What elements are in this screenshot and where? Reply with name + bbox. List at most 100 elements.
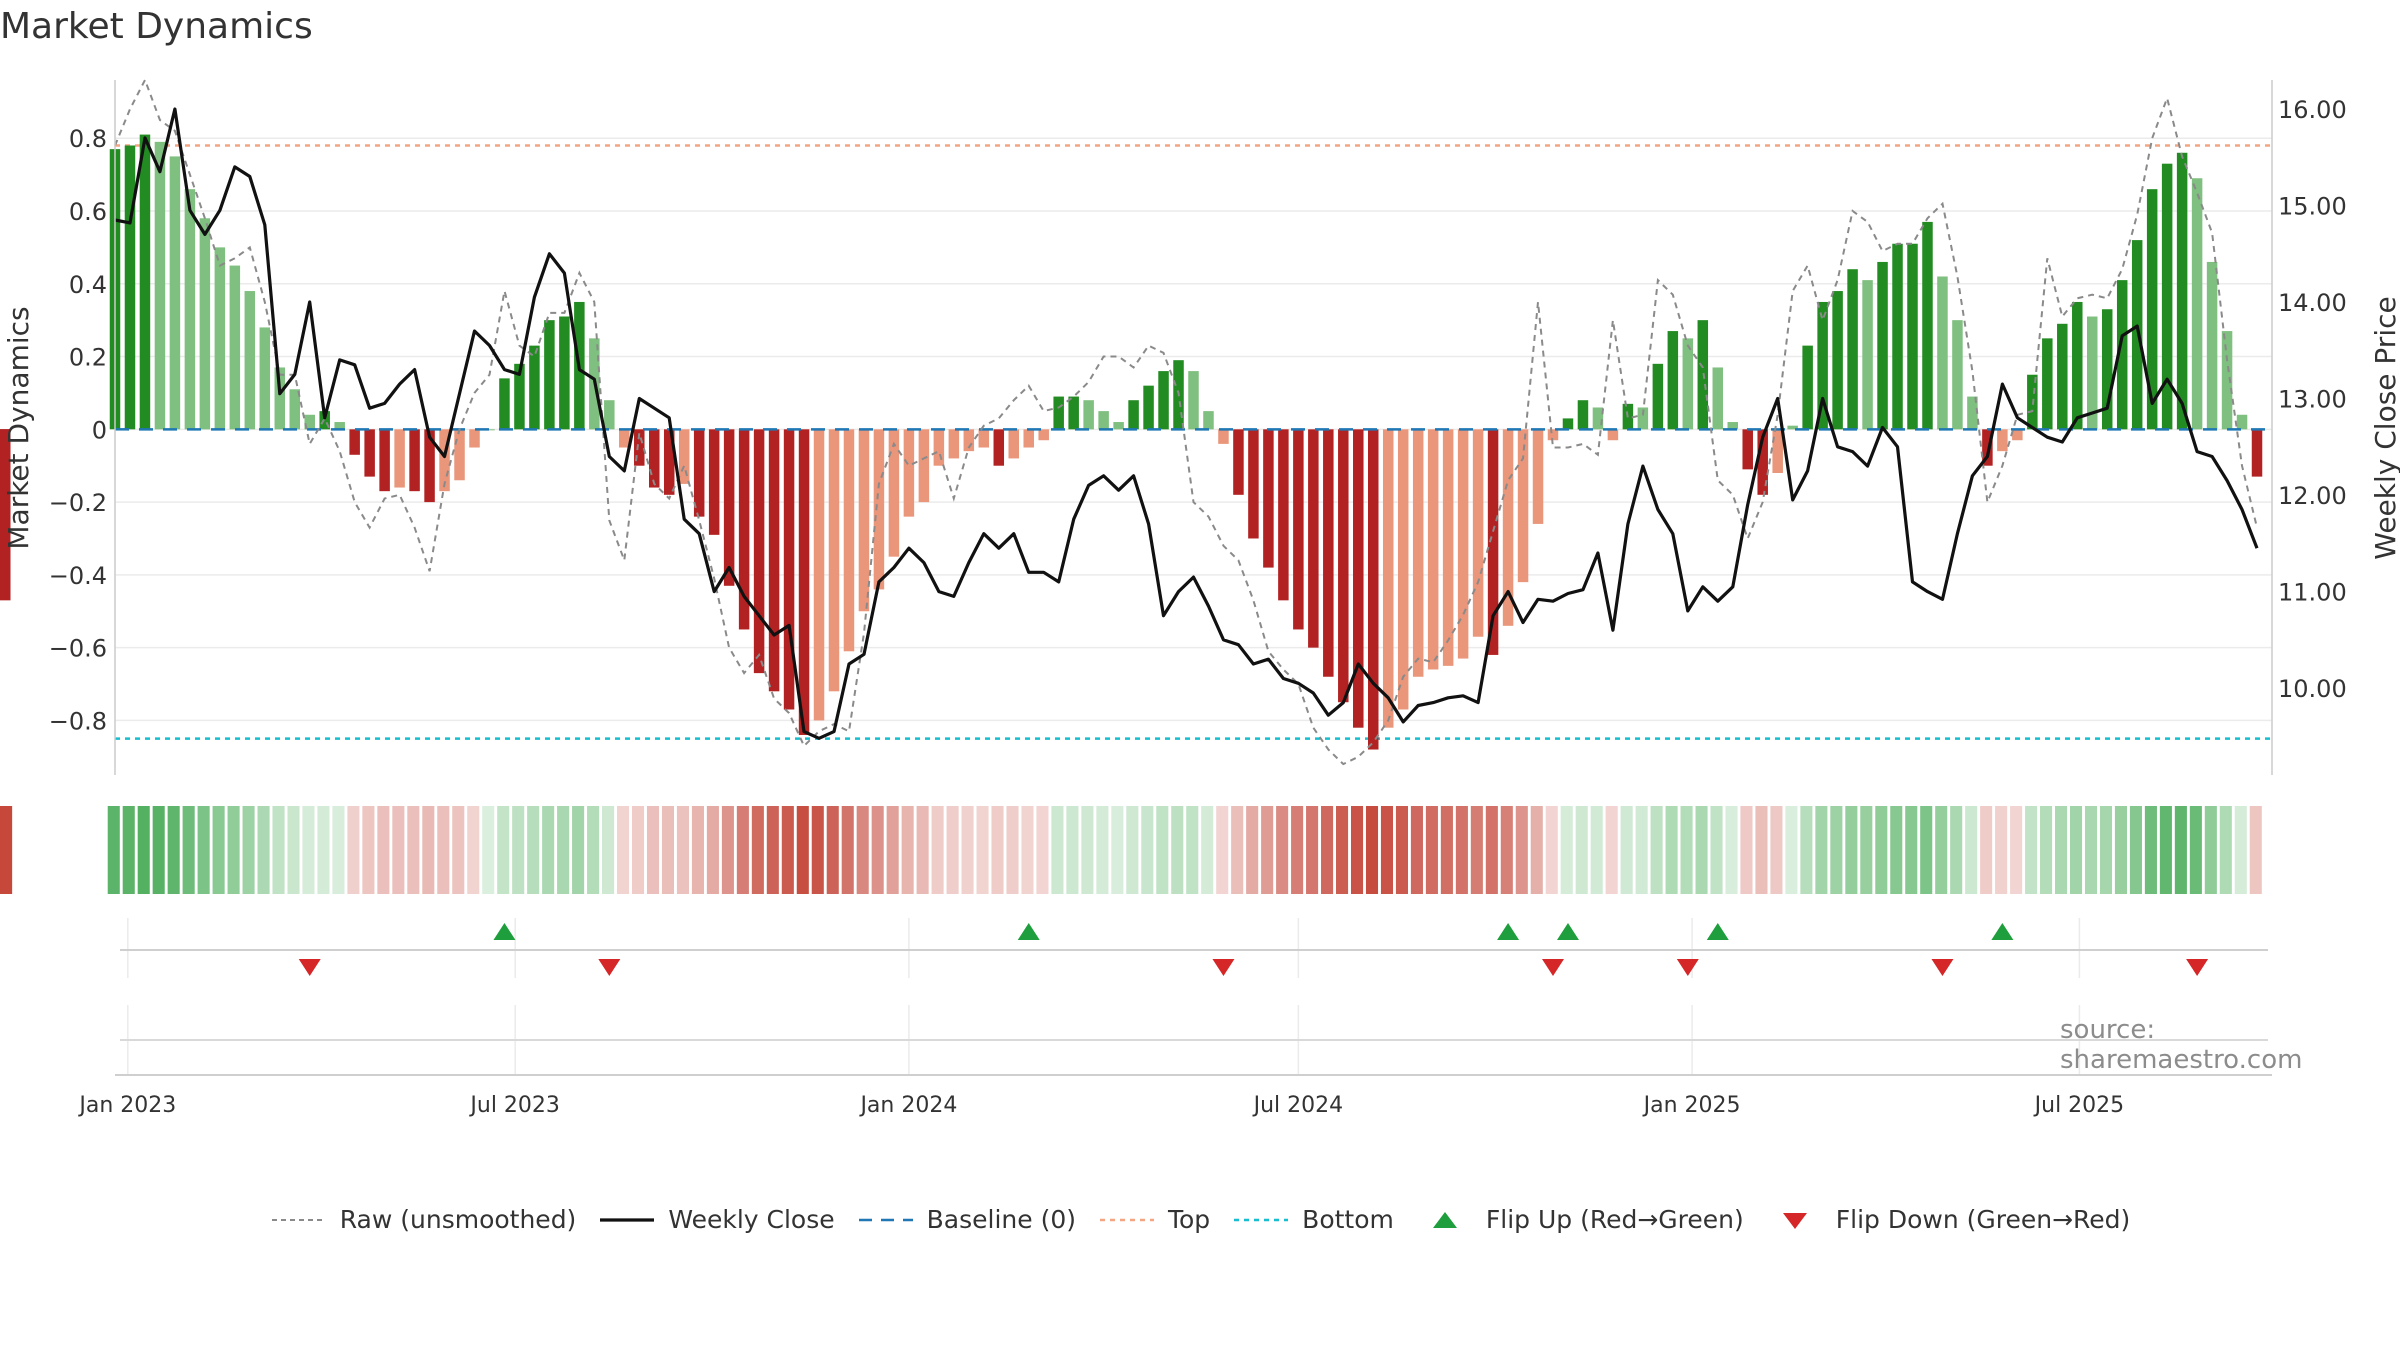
legend-swatch-close (600, 1217, 655, 1222)
regime-cell (482, 806, 495, 894)
dynamics-bar (1427, 429, 1439, 670)
dynamics-bar (1937, 276, 1948, 430)
dynamics-bar (2042, 338, 2053, 430)
regime-cell (1800, 806, 1813, 894)
legend-label: Flip Down (Green→Red) (1835, 1205, 2131, 1234)
dynamics-bar (1008, 429, 1019, 459)
regime-cell (1710, 806, 1723, 894)
regime-cell (1935, 806, 1948, 894)
y2-tick-label: 13.00 (2278, 386, 2347, 414)
y2-tick-label: 12.00 (2278, 482, 2347, 510)
regime-cell (2069, 806, 2083, 894)
legend-label: Weekly Close (668, 1205, 835, 1234)
regime-cell (302, 806, 315, 894)
regime-cell (1680, 806, 1693, 894)
dynamics-bar (154, 141, 166, 430)
regime-cell (2249, 806, 2262, 894)
regime-cell (811, 806, 824, 894)
regime-cell (1081, 806, 1094, 894)
regime-cell (886, 806, 899, 894)
legend-label: Raw (unsmoothed) (339, 1205, 577, 1234)
regime-cell (2189, 806, 2202, 894)
dynamics-bar (1742, 429, 1753, 470)
regime-cell (2010, 806, 2023, 894)
flip-up-marker (1556, 923, 1579, 940)
regime-cell (1051, 806, 1064, 894)
regime-cell (976, 806, 989, 894)
dynamics-bar (1787, 425, 1798, 430)
dynamics-bar (888, 429, 900, 557)
dynamics-bar (723, 429, 735, 586)
x-tick-label: Jan 2023 (77, 1093, 176, 1118)
dynamics-bar (2012, 429, 2023, 441)
regime-cell (1336, 806, 1349, 894)
y2-tick-label: 10.00 (2278, 675, 2347, 703)
regime-cell (961, 806, 974, 894)
regime-cell (467, 806, 480, 894)
regime-cell (377, 806, 390, 894)
legend-swatch-top (1099, 1218, 1154, 1221)
regime-cell (212, 806, 225, 894)
dynamics-bar (1128, 400, 1139, 430)
dynamics-bar (1218, 429, 1229, 444)
dynamics-bar (1293, 429, 1304, 630)
chart-title: Market Dynamics (0, 6, 313, 47)
flip-markers-panel (120, 918, 2268, 978)
y-tick-label: 0.2 (69, 344, 107, 372)
dynamics-bar (1772, 429, 1783, 473)
regime-cell (2144, 806, 2157, 894)
regime-cell (1950, 806, 1963, 894)
flip-down-marker (2186, 959, 2209, 976)
legend-label: Bottom (1302, 1205, 1394, 1234)
dynamics-bar (1727, 422, 1738, 430)
legend-swatch-raw (271, 1218, 326, 1221)
regime-cell (1395, 806, 1408, 894)
legend-swatch-flip-down (1782, 1212, 1807, 1229)
regime-cell (1276, 806, 1289, 894)
regime-cell (1740, 806, 1753, 894)
legend-item-flip-up: Flip Up (Red→Green) (1416, 1205, 1744, 1234)
dynamics-bar (649, 429, 660, 488)
flip-down-marker (1931, 959, 1954, 976)
legend-item-flip-down: Flip Down (Green→Red) (1766, 1205, 2131, 1234)
regime-cell (1021, 806, 1034, 894)
dynamics-bar (619, 429, 630, 448)
regime-cell (452, 806, 465, 894)
dynamics-bar (2251, 429, 2263, 477)
regime-cell (871, 806, 884, 894)
regime-cell (542, 806, 555, 894)
regime-cell (1291, 806, 1304, 894)
dynamics-bar (169, 156, 181, 430)
dynamics-bar (1487, 429, 1499, 655)
regime-cell (587, 806, 600, 894)
dynamics-bar (873, 429, 885, 590)
empty-bottom-panel (115, 1005, 2272, 1076)
regime-cell (1995, 806, 2008, 894)
flip-down-marker (1542, 959, 1564, 976)
dynamics-bar (139, 134, 151, 430)
y-tick-label: −0.2 (49, 489, 107, 517)
regime-cell (557, 806, 570, 894)
dynamics-bar (1922, 221, 1933, 430)
dynamics-bar (1068, 396, 1079, 430)
dynamics-bar (544, 320, 555, 430)
regime-cell (332, 806, 345, 894)
dynamics-bar (948, 429, 960, 459)
y-axis-label: Market Dynamics (2, 306, 35, 549)
dynamics-bar (1143, 385, 1154, 430)
dynamics-bar (1188, 371, 1199, 430)
dynamics-bar (349, 429, 360, 455)
dynamics-bar (1368, 429, 1379, 750)
dynamics-bar (663, 429, 675, 495)
dynamics-bar (1053, 396, 1064, 430)
dynamics-bar (214, 247, 226, 430)
regime-cell (1545, 806, 1558, 894)
flip-up-marker (493, 923, 516, 940)
dynamics-bar (933, 429, 945, 466)
dynamics-bar (634, 429, 645, 466)
dynamics-bar (1233, 429, 1244, 495)
regime-cell (2129, 806, 2142, 894)
dynamics-bar (738, 429, 750, 630)
legend-swatch-baseline (858, 1218, 913, 1221)
regime-cell (107, 806, 120, 894)
